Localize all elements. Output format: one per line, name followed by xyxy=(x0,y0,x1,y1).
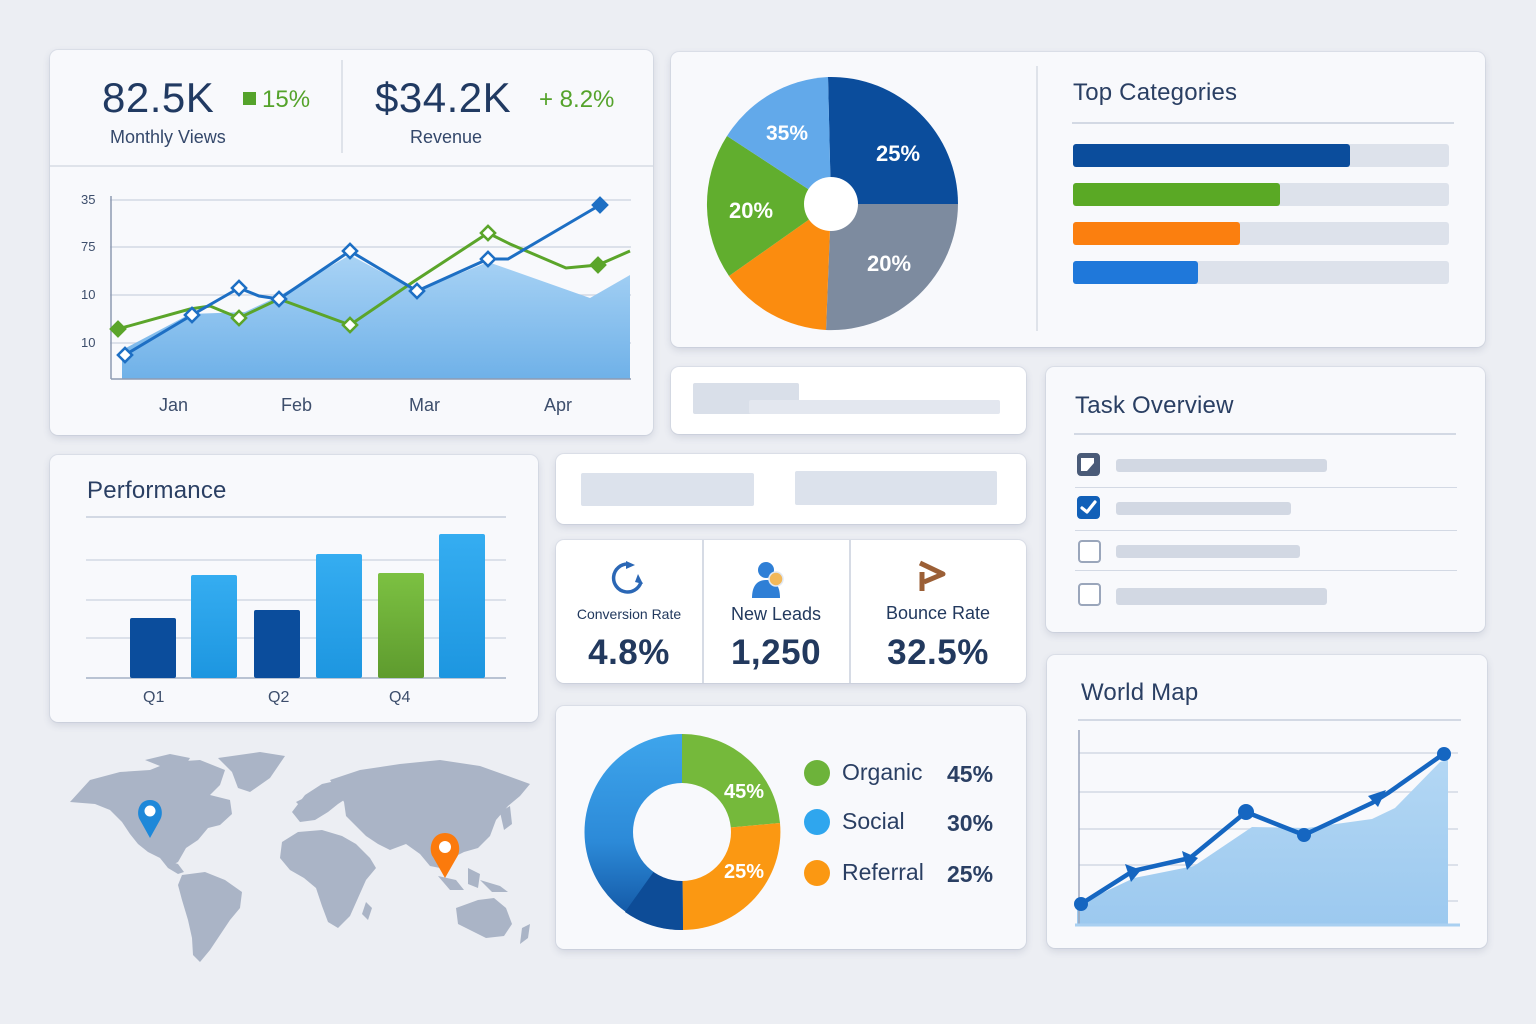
y-tick: 75 xyxy=(81,239,96,254)
task-overview-divider xyxy=(1074,433,1456,435)
category-bar[interactable] xyxy=(1073,183,1449,206)
stat-bounce-rate: Bounce Rate 32.5% xyxy=(850,540,1026,683)
monthly-views-value: 82.5K xyxy=(102,74,215,121)
task-label-placeholder xyxy=(1116,545,1300,558)
monthly-views-label: Monthly Views xyxy=(110,127,226,147)
categories-pie-chart: 25% 20% 20% 35% xyxy=(706,76,958,331)
kpi-divider xyxy=(50,165,653,167)
stats-divider xyxy=(849,540,851,683)
pie-label: 20% xyxy=(867,251,911,276)
task-checkbox-unchecked[interactable] xyxy=(1078,540,1101,563)
chevron-right-icon xyxy=(918,560,946,591)
performance-title: Performance xyxy=(87,477,227,504)
map-pin-north-america xyxy=(138,800,162,838)
monthly-views-delta-text: 15% xyxy=(262,86,311,113)
task-checkbox-partial[interactable] xyxy=(1077,453,1100,476)
stat-value: 1,250 xyxy=(730,633,822,672)
y-tick: 10 xyxy=(81,335,96,350)
task-separator xyxy=(1075,487,1457,488)
task-overview-title: Task Overview xyxy=(1075,392,1234,419)
world-map xyxy=(70,752,530,962)
top-categories-title: Top Categories xyxy=(1073,79,1238,106)
legend-dot-organic xyxy=(804,760,830,786)
monthly-views-delta: 15% xyxy=(243,86,310,114)
task-separator xyxy=(1075,530,1457,531)
stat-label: Conversion Rate xyxy=(576,606,682,622)
stat-label: New Leads xyxy=(730,604,822,624)
donut-label-organic: 45% xyxy=(724,781,764,803)
category-bar[interactable] xyxy=(1073,144,1449,167)
revenue-delta: + 8.2% xyxy=(539,86,615,113)
task-checkbox-checked[interactable] xyxy=(1077,496,1100,519)
traffic-line-chart xyxy=(109,196,631,380)
stat-value: 4.8% xyxy=(588,633,670,672)
checkmark-icon xyxy=(1080,500,1097,514)
x-tick: Apr xyxy=(544,395,573,415)
legend-value: 30% xyxy=(947,810,994,836)
continent-south-america xyxy=(178,872,242,962)
partial-check-icon xyxy=(1081,458,1094,471)
pie-label: 35% xyxy=(766,122,808,145)
square-up-icon xyxy=(243,92,256,105)
task-label-placeholder xyxy=(1116,502,1291,515)
category-bar[interactable] xyxy=(1073,261,1449,284)
revenue-label: Revenue xyxy=(410,127,483,147)
top-categories-divider xyxy=(1072,122,1454,124)
placeholder-block xyxy=(795,471,997,505)
legend-value: 45% xyxy=(947,761,994,787)
traffic-sources-donut: 45% 25% xyxy=(584,733,781,931)
task-overview-card xyxy=(1046,367,1485,632)
x-tick: Mar xyxy=(409,395,440,415)
user-group-icon xyxy=(752,562,784,598)
performance-x-tick: Q1 xyxy=(143,689,165,706)
legend-value: 25% xyxy=(947,861,994,887)
x-tick: Jan xyxy=(159,395,189,415)
donut-label-referral: 25% xyxy=(724,861,764,883)
y-tick: 10 xyxy=(81,287,96,302)
placeholder-block xyxy=(581,473,754,506)
stats-divider xyxy=(702,540,704,683)
continent-asia xyxy=(330,760,530,868)
task-label-placeholder xyxy=(1116,588,1327,605)
legend-dot-social xyxy=(804,809,830,835)
performance-x-tick: Q2 xyxy=(268,689,290,706)
kpi-vertical-divider xyxy=(341,60,343,153)
map-pin-southeast-asia xyxy=(430,833,460,878)
task-label-placeholder xyxy=(1116,459,1327,472)
legend-name: Organic xyxy=(842,759,923,785)
category-bar-fill xyxy=(1073,183,1280,206)
category-bar-fill xyxy=(1073,222,1240,245)
pie-label: 20% xyxy=(729,198,773,223)
task-checkbox-unchecked[interactable] xyxy=(1078,583,1101,606)
stat-value: 32.5% xyxy=(887,633,989,672)
legend-name: Referral xyxy=(842,859,924,885)
legend-name: Social xyxy=(842,808,905,834)
performance-bar-chart xyxy=(86,516,506,679)
stats-card xyxy=(556,540,1026,683)
categories-vertical-divider xyxy=(1036,66,1038,331)
revenue-value: $34.2K xyxy=(375,74,512,121)
category-bar[interactable] xyxy=(1073,222,1449,245)
pie-label: 25% xyxy=(876,141,920,166)
world-map-title: World Map xyxy=(1081,679,1199,706)
stat-label: Bounce Rate xyxy=(885,603,991,623)
stat-new-leads: New Leads 1,250 xyxy=(703,540,849,683)
legend-dot-referral xyxy=(804,860,830,886)
continent-greenland xyxy=(218,752,285,792)
y-tick: 35 xyxy=(81,192,96,207)
category-bar-fill xyxy=(1073,144,1350,167)
refresh-cycle-icon xyxy=(611,561,643,594)
task-separator xyxy=(1075,570,1457,571)
category-bar-fill xyxy=(1073,261,1198,284)
continent-australia xyxy=(456,898,512,938)
placeholder-line xyxy=(749,400,1000,414)
performance-x-tick: Q4 xyxy=(389,689,411,706)
continent-africa xyxy=(280,830,376,928)
stat-conversion-rate: Conversion Rate 4.8% xyxy=(556,540,702,683)
x-tick: Feb xyxy=(281,395,313,415)
